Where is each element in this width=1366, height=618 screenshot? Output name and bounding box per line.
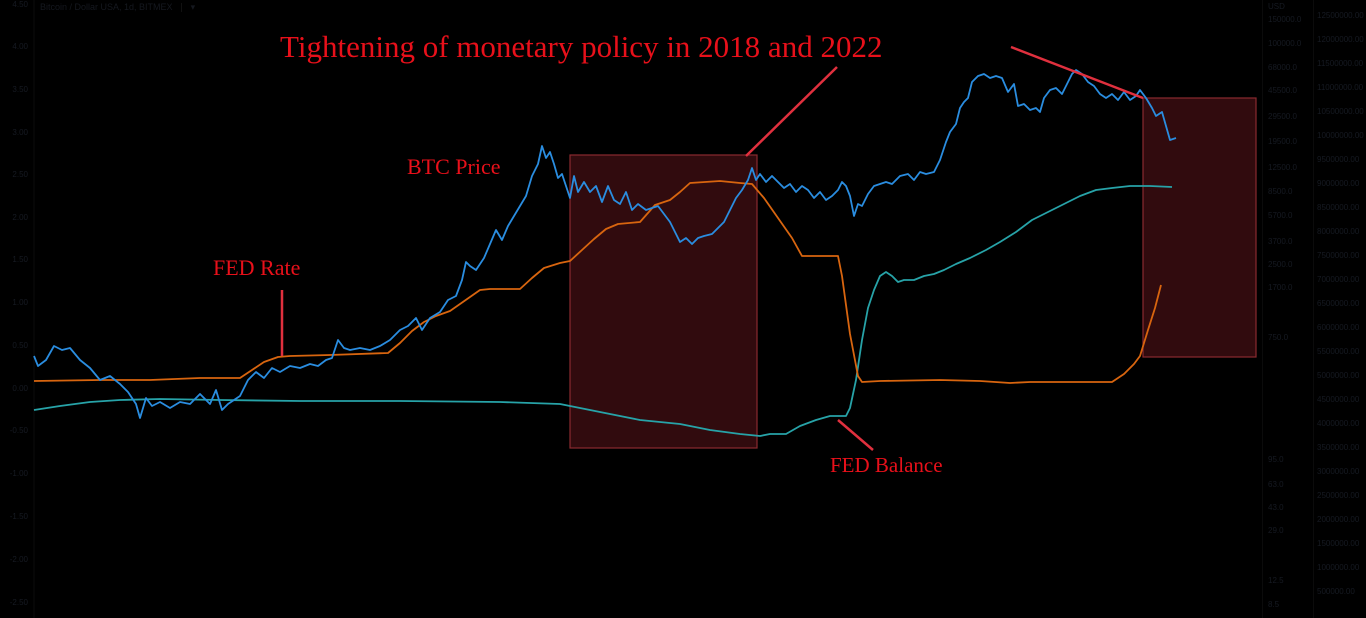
annotation-pointer-line bbox=[745, 66, 838, 157]
highlight-region bbox=[1142, 97, 1257, 358]
tightening-annotation: Tightening of monetary policy in 2018 an… bbox=[280, 29, 883, 64]
right-axis-balance-tick: 11500000.00 bbox=[1317, 59, 1364, 68]
right-axis-balance-tick: 4000000.00 bbox=[1317, 419, 1360, 428]
right-balance-scale[interactable]: 12500000.00 12000000.00 11500000.00 1100000… bbox=[1313, 0, 1366, 618]
right-axis-balance-tick: 12000000.00 bbox=[1317, 35, 1364, 44]
right-axis-usd-tick: 43.0 bbox=[1268, 503, 1284, 512]
right-axis-usd-tick: 1700.0 bbox=[1268, 283, 1293, 292]
right-axis-usd-tick: 100000.0 bbox=[1268, 39, 1302, 48]
left-axis-tick: -2.00 bbox=[9, 555, 28, 564]
left-axis-tick: 2.00 bbox=[12, 213, 28, 222]
right-axis-balance-tick: 7000000.00 bbox=[1317, 275, 1360, 284]
highlight-regions bbox=[569, 97, 1257, 449]
right-axis-balance-tick: 9000000.00 bbox=[1317, 179, 1360, 188]
left-axis-tick: -1.50 bbox=[9, 512, 28, 521]
right-axis-balance-tick: 1000000.00 bbox=[1317, 563, 1360, 572]
left-axis-tick: 1.00 bbox=[12, 298, 28, 307]
right-price-scale-usd[interactable]: USD 150000.0 100000.0 68000.0 45500.0 29500.0… bbox=[1262, 0, 1315, 618]
highlight-region bbox=[569, 154, 758, 449]
right-axis-usd-tick: 8.5 bbox=[1268, 600, 1280, 609]
left-axis-tick: 3.50 bbox=[12, 85, 28, 94]
right-axis-balance-tick: 5500000.00 bbox=[1317, 347, 1360, 356]
left-price-scale[interactable]: 4.50 4.00 3.50 3.00 2.50 2.00 1.50 1.00 0.50 0.00… bbox=[0, 0, 34, 618]
left-axis-tick: 4.50 bbox=[12, 0, 28, 9]
right-axis-usd-tick: 29.0 bbox=[1268, 526, 1284, 535]
header-divider bbox=[181, 3, 183, 13]
fed-balance-line bbox=[33, 185, 1173, 437]
fed-balance-label: FED Balance bbox=[830, 453, 943, 477]
right-axis-balance-tick: 6500000.00 bbox=[1317, 299, 1360, 308]
right-axis-balance-tick: 9500000.00 bbox=[1317, 155, 1360, 164]
annotation-pointer-line bbox=[837, 419, 874, 451]
fed-rate-label: FED Rate bbox=[213, 255, 301, 280]
right-axis-balance-tick: 8500000.00 bbox=[1317, 203, 1360, 212]
right-axis-usd-tick: 68000.0 bbox=[1268, 63, 1297, 72]
btc-price-line bbox=[33, 69, 1177, 419]
symbol-title: Bitcoin / Dollar USA, 1d, BITMEX bbox=[40, 2, 173, 12]
right-axis-balance-tick: 5000000.00 bbox=[1317, 371, 1360, 380]
right-axis-balance-tick: 3500000.00 bbox=[1317, 443, 1360, 452]
left-axis-tick: 4.00 bbox=[12, 42, 28, 51]
left-axis-tick: 0.00 bbox=[12, 384, 28, 393]
right-axis-balance-tick: 2500000.00 bbox=[1317, 491, 1360, 500]
right-axis-balance-tick: 10500000.00 bbox=[1317, 107, 1364, 116]
right-axis-balance-tick: 6000000.00 bbox=[1317, 323, 1360, 332]
fed-rate-line bbox=[33, 180, 1162, 384]
right-axis-usd-tick: 8500.0 bbox=[1268, 187, 1293, 196]
left-axis-tick: 3.00 bbox=[12, 128, 28, 137]
right-axis-usd-tick: 150000.0 bbox=[1268, 15, 1302, 24]
right-axis-usd-tick: 3700.0 bbox=[1268, 237, 1293, 246]
right-axis-balance-tick: 500000.00 bbox=[1317, 587, 1355, 596]
annotation-lines bbox=[280, 45, 1144, 451]
btc-price-label: BTC Price bbox=[407, 154, 501, 179]
right-axis-usd-tick: 750.0 bbox=[1268, 333, 1289, 342]
dropdown-arrow-icon[interactable]: ▾ bbox=[190, 2, 196, 12]
left-axis-tick: 1.50 bbox=[12, 255, 28, 264]
left-axis-tick: -0.50 bbox=[9, 426, 28, 435]
right-axis-usd-tick: 2500.0 bbox=[1268, 260, 1293, 269]
right-axis-usd-tick: 29500.0 bbox=[1268, 112, 1297, 121]
right-axis-balance-tick: 11000000.00 bbox=[1317, 83, 1364, 92]
symbol-header: Bitcoin / Dollar USA, 1d, BITMEX ▾ bbox=[40, 2, 195, 13]
right-axis-usd-tick: 12500.0 bbox=[1268, 163, 1297, 172]
left-axis-tick: 0.50 bbox=[12, 341, 28, 350]
right-axis-usd-tick: 19500.0 bbox=[1268, 137, 1297, 146]
left-axis-tick: -2.50 bbox=[9, 598, 28, 607]
left-axis-tick: -1.00 bbox=[9, 469, 28, 478]
annotation-pointer-line bbox=[1010, 45, 1144, 100]
right-axis-balance-tick: 10000000.00 bbox=[1317, 131, 1364, 140]
right-axis-usd-tick: USD bbox=[1268, 2, 1285, 11]
right-axis-balance-tick: 7500000.00 bbox=[1317, 251, 1360, 260]
right-axis-balance-tick: 4500000.00 bbox=[1317, 395, 1360, 404]
right-axis-usd-tick: 5700.0 bbox=[1268, 211, 1293, 220]
left-axis-tick: 2.50 bbox=[12, 170, 28, 179]
right-axis-balance-tick: 3000000.00 bbox=[1317, 467, 1360, 476]
right-axis-usd-tick: 12.5 bbox=[1268, 576, 1284, 585]
right-axis-usd-tick: 95.0 bbox=[1268, 455, 1284, 464]
right-axis-balance-tick: 2000000.00 bbox=[1317, 515, 1360, 524]
right-axis-usd-tick: 63.0 bbox=[1268, 480, 1284, 489]
right-axis-balance-tick: 8000000.00 bbox=[1317, 227, 1360, 236]
right-axis-balance-tick: 1500000.00 bbox=[1317, 539, 1360, 548]
right-axis-usd-tick: 45500.0 bbox=[1268, 86, 1297, 95]
right-axis-balance-tick: 12500000.00 bbox=[1317, 11, 1364, 20]
